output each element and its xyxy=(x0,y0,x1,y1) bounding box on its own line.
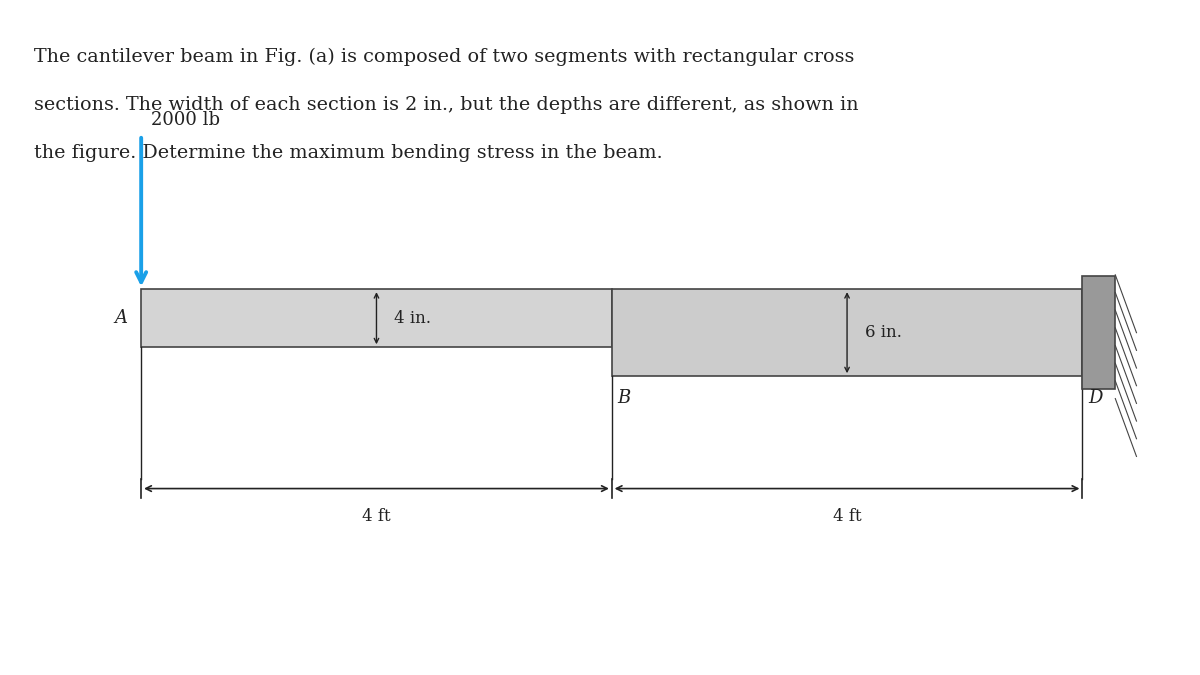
Text: 4 ft: 4 ft xyxy=(362,508,391,525)
Text: sections. The width of each section is 2 in., but the depths are different, as s: sections. The width of each section is 2… xyxy=(34,96,858,114)
Text: 2000 lb: 2000 lb xyxy=(150,111,220,128)
Bar xyxy=(612,290,1082,376)
Bar xyxy=(142,290,612,347)
Text: A: A xyxy=(114,309,127,327)
Text: the figure. Determine the maximum bending stress in the beam.: the figure. Determine the maximum bendin… xyxy=(34,144,662,163)
Text: B: B xyxy=(618,389,631,407)
Text: The cantilever beam in Fig. (a) is composed of two segments with rectangular cro: The cantilever beam in Fig. (a) is compo… xyxy=(34,47,854,65)
Text: 4 ft: 4 ft xyxy=(833,508,862,525)
Bar xyxy=(1082,277,1115,389)
Text: 4 in.: 4 in. xyxy=(394,310,431,327)
Text: 6 in.: 6 in. xyxy=(865,324,901,341)
Text: D: D xyxy=(1088,389,1103,407)
